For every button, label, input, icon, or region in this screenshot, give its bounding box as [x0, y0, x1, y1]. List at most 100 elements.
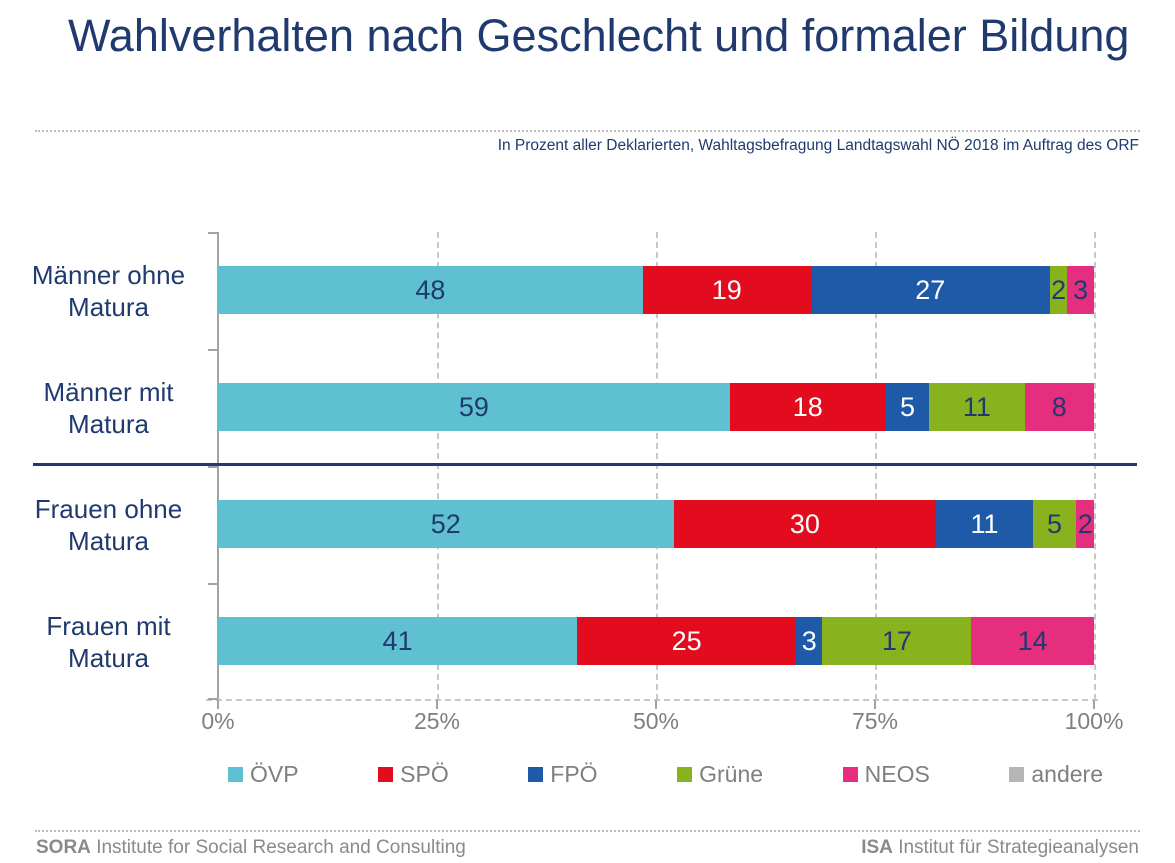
bar-segment-NEOS: 3: [1067, 266, 1094, 314]
legend-item-Grüne: Grüne: [677, 761, 763, 788]
bar-segment-SPÖ: 19: [642, 266, 811, 314]
footer-sora: SORA Institute for Social Research and C…: [36, 837, 466, 859]
bar-segment-NEOS: 14: [971, 617, 1094, 665]
legend-swatch-icon: [378, 766, 394, 782]
gridline-100: [1094, 232, 1096, 700]
bar-segment-FPÖ: 3: [796, 617, 823, 665]
footer-divider-dotted: [35, 830, 1140, 832]
bar-segment-FPÖ: 11: [936, 500, 1033, 548]
chart-subtitle: In Prozent aller Deklarierten, Wahltagsb…: [497, 137, 1139, 154]
bar-segment-Grüne: 5: [1032, 500, 1077, 548]
bar-value-label: 19: [711, 274, 742, 305]
y-axis-tick: [208, 349, 218, 351]
bar-row: 48 19 27 2 3: [218, 232, 1094, 349]
bar-segment-Grüne: 11: [929, 383, 1025, 431]
legend-item-FPÖ: FPÖ: [528, 761, 598, 788]
x-axis-tick: [874, 700, 876, 709]
footer-isa: ISA Institut für Strategieanalysen: [861, 837, 1139, 859]
bar-row: 41 25 3 17 14: [218, 583, 1094, 700]
stacked-bar: 48 19 27 2 3: [218, 266, 1094, 314]
bar-segment-ÖVP: 59: [218, 383, 730, 431]
bar-value-label: 2: [1051, 274, 1067, 305]
x-axis-line: [206, 699, 1098, 701]
bar-row: 52 30 11 5 2: [218, 466, 1094, 583]
category-label: Männer mit Matura: [0, 349, 206, 466]
bar-segment-ÖVP: 48: [218, 266, 643, 314]
x-axis-tick: [217, 700, 219, 709]
bar-segment-NEOS: 2: [1076, 500, 1094, 548]
stacked-bar: 41 25 3 17 14: [218, 617, 1094, 665]
bar-segment-SPÖ: 30: [673, 500, 937, 548]
legend-swatch-icon: [677, 766, 693, 782]
bar-segment-FPÖ: 27: [810, 266, 1050, 314]
y-axis-tick: [208, 466, 218, 468]
x-tick-label: 100%: [1064, 708, 1124, 734]
gridline-50: [656, 232, 658, 700]
footer-sora-org: SORA: [36, 837, 91, 858]
legend-label: Grüne: [699, 760, 764, 787]
x-axis-tick: [655, 700, 657, 709]
bar-segment-ÖVP: 52: [218, 500, 674, 548]
bar-row: 59 18 5 11 8: [218, 349, 1094, 466]
bar-value-label: 27: [915, 274, 946, 305]
x-tick-label: 75%: [851, 708, 899, 734]
legend-label: ÖVP: [250, 760, 299, 787]
bar-value-label: 52: [430, 508, 461, 539]
y-axis-tick: [208, 232, 218, 234]
bar-value-label: 2: [1077, 508, 1093, 539]
stacked-bar: 52 30 11 5 2: [218, 500, 1094, 548]
y-axis-tick: [208, 698, 218, 700]
bar-value-label: 5: [1047, 508, 1063, 539]
bar-value-label: 5: [899, 391, 916, 422]
legend-swatch-icon: [842, 766, 858, 782]
category-label-text: Frauen ohne Matura: [34, 493, 183, 556]
legend-item-SPÖ: SPÖ: [378, 761, 449, 788]
bar-value-label: 8: [1051, 391, 1067, 422]
legend-label: SPÖ: [400, 760, 449, 787]
category-label: Männer ohne Matura: [0, 232, 206, 349]
x-tick-label: 25%: [413, 708, 461, 734]
title-divider-dotted: [35, 130, 1140, 132]
legend-label: andere: [1031, 760, 1103, 787]
page-title: Wahlverhalten nach Geschlecht und formal…: [68, 10, 1130, 61]
category-label: Frauen mit Matura: [0, 583, 206, 700]
gridline-75: [875, 232, 877, 700]
legend-item-ÖVP: ÖVP: [228, 761, 299, 788]
plot-area: 0% 25% 50% 75% 100% 48 19 27 2 3 59 18 5 11 8 52 30 11 5 2 4…: [201, 232, 1123, 734]
bar-value-label: 30: [789, 508, 820, 539]
legend-item-NEOS: NEOS: [842, 761, 930, 788]
footer-isa-text: Institut für Strategieanalysen: [898, 837, 1139, 858]
gridline-25: [437, 232, 439, 700]
footer-sora-text: Institute for Social Research and Consul…: [96, 837, 466, 858]
bar-segment-Grüne: 17: [822, 617, 972, 665]
bar-segment-FPÖ: 5: [885, 383, 930, 431]
bar-value-label: 48: [415, 274, 446, 305]
category-label-text: Frauen mit Matura: [46, 610, 171, 673]
y-axis-tick: [208, 583, 218, 585]
bar-value-label: 59: [458, 391, 489, 422]
bar-value-label: 11: [962, 391, 991, 422]
stacked-bar: 59 18 5 11 8: [218, 383, 1094, 431]
x-axis-tick: [436, 700, 438, 709]
bar-segment-NEOS: 8: [1024, 383, 1094, 431]
legend-item-andere: andere: [1009, 761, 1103, 788]
bar-value-label: 41: [382, 625, 413, 656]
x-axis-tick: [1093, 700, 1095, 709]
legend-swatch-icon: [528, 766, 544, 782]
bar-value-label: 14: [1017, 625, 1048, 656]
y-axis-line: [217, 232, 219, 700]
bar-value-label: 3: [1073, 274, 1089, 305]
bar-value-label: 18: [792, 391, 823, 422]
bar-segment-SPÖ: 25: [577, 617, 797, 665]
x-tick-label: 0%: [201, 708, 235, 734]
legend-swatch-icon: [1009, 766, 1025, 782]
chart-legend: ÖVP SPÖ FPÖ Grüne NEOS andere: [228, 759, 1103, 789]
bar-segment-Grüne: 2: [1049, 266, 1068, 314]
category-label-text: Männer ohne Matura: [31, 259, 186, 322]
x-tick-label: 50%: [632, 708, 680, 734]
footer-isa-org: ISA: [861, 837, 893, 858]
category-label-text: Männer mit Matura: [43, 376, 174, 439]
bar-value-label: 3: [801, 625, 817, 656]
bar-value-label: 25: [671, 625, 702, 656]
